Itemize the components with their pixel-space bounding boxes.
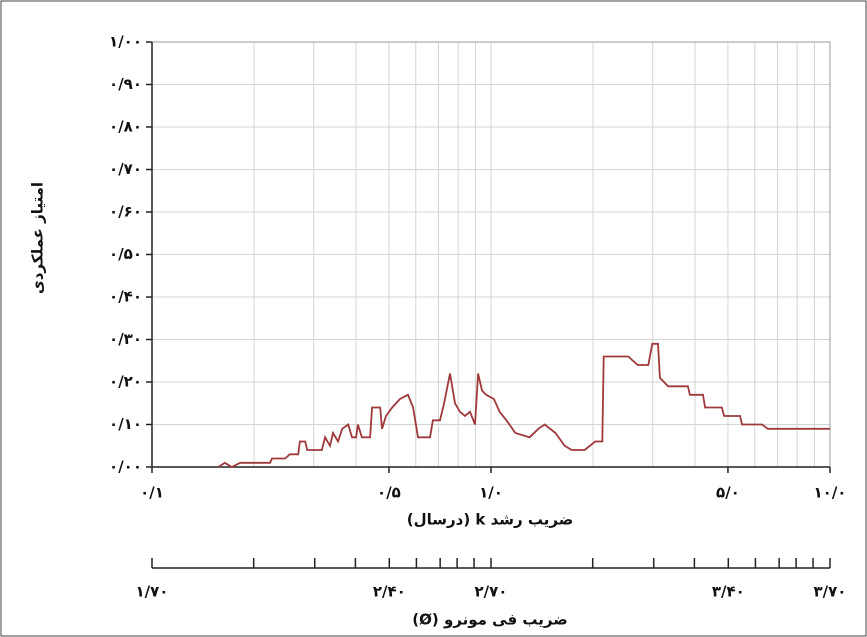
y-tick-label: ۰/۷۰: [109, 160, 142, 178]
x-tick-label: ۵/۰: [716, 484, 740, 502]
x2-axis-title: ضریب فی مونرو (Ø): [412, 611, 567, 629]
y-tick-label: ۰/۰۰: [109, 458, 142, 476]
x-tick-label: ۱۰/۰: [814, 484, 847, 502]
x-axis-title: ضریب رشد k (درسال): [407, 511, 574, 529]
x2-tick-label: ۳/۷۰: [814, 583, 847, 601]
y-tick-label: ۱/۰۰: [109, 33, 142, 51]
x2-tick-label: ۲/۴۰: [373, 583, 406, 601]
x2-tick-label: ۳/۴۰: [712, 583, 745, 601]
y-tick-label: ۰/۱۰: [109, 415, 142, 433]
y-tick-label: ۰/۸۰: [109, 118, 142, 136]
y-tick-label: ۰/۴۰: [109, 288, 142, 306]
x2-tick-label: ۲/۷۰: [475, 583, 508, 601]
y-tick-label: ۰/۲۰: [109, 373, 142, 391]
x-tick-label: ۰/۱: [140, 484, 164, 502]
y-tick-label: ۰/۵۰: [109, 245, 142, 263]
x2-tick-label: ۱/۷۰: [136, 583, 169, 601]
y-tick-label: ۰/۹۰: [109, 75, 142, 93]
x-tick-label: ۰/۵: [377, 484, 401, 502]
x-tick-label: ۱/۰: [479, 484, 503, 502]
data-line: [217, 342, 830, 469]
y-tick-label: ۰/۶۰: [109, 203, 142, 221]
y-axis-title: امتیاز عملکردی: [29, 182, 47, 294]
y-tick-label: ۰/۳۰: [109, 330, 142, 348]
